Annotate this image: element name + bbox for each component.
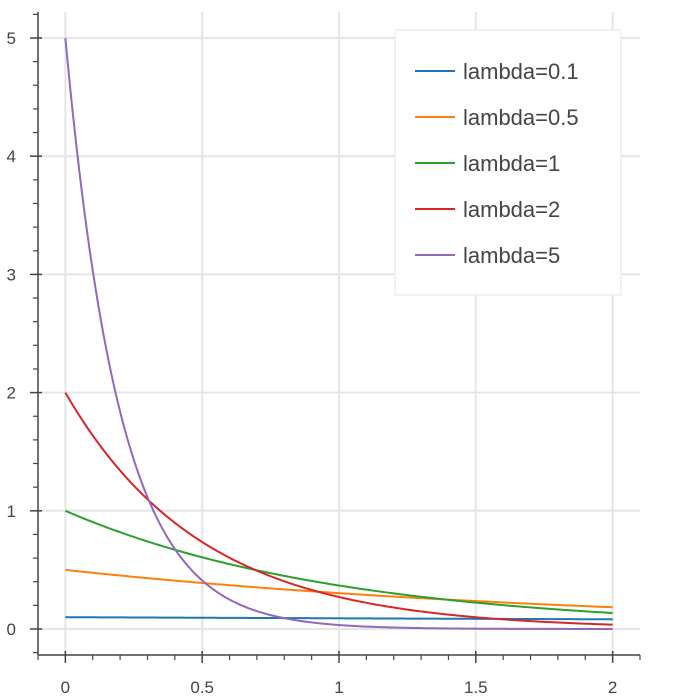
legend-label: lambda=1 [463,151,560,176]
y-tick-label: 0 [7,620,16,639]
series-line-1 [65,616,613,621]
legend-label: lambda=2 [463,197,560,222]
legend-label: lambda=0.1 [463,59,579,84]
x-tick-label: 0 [61,678,70,697]
y-tick-label: 5 [7,29,16,48]
series-line-5 [64,37,613,630]
y-tick-label: 4 [7,147,16,166]
series-line-2 [65,568,613,609]
series-line-4 [64,392,613,626]
axes: 0 0.5 1 1.5 2 0 1 2 3 4 5 [7,12,641,697]
y-tick-label: 3 [7,265,16,284]
legend: lambda=0.1 lambda=0.5 lambda=1 lambda=2 lamb… [394,29,622,296]
x-tick-label: 1.5 [464,678,488,697]
y-tick-label: 2 [7,384,16,403]
y-tick-label: 1 [7,502,16,521]
series-group [64,37,613,630]
legend-label: lambda=5 [463,243,560,268]
x-tick-label: 0.5 [190,678,214,697]
legend-label: lambda=0.5 [463,105,579,130]
series-line-3 [64,509,613,614]
x-tick-label: 2 [608,678,617,697]
x-tick-label: 1 [334,678,343,697]
